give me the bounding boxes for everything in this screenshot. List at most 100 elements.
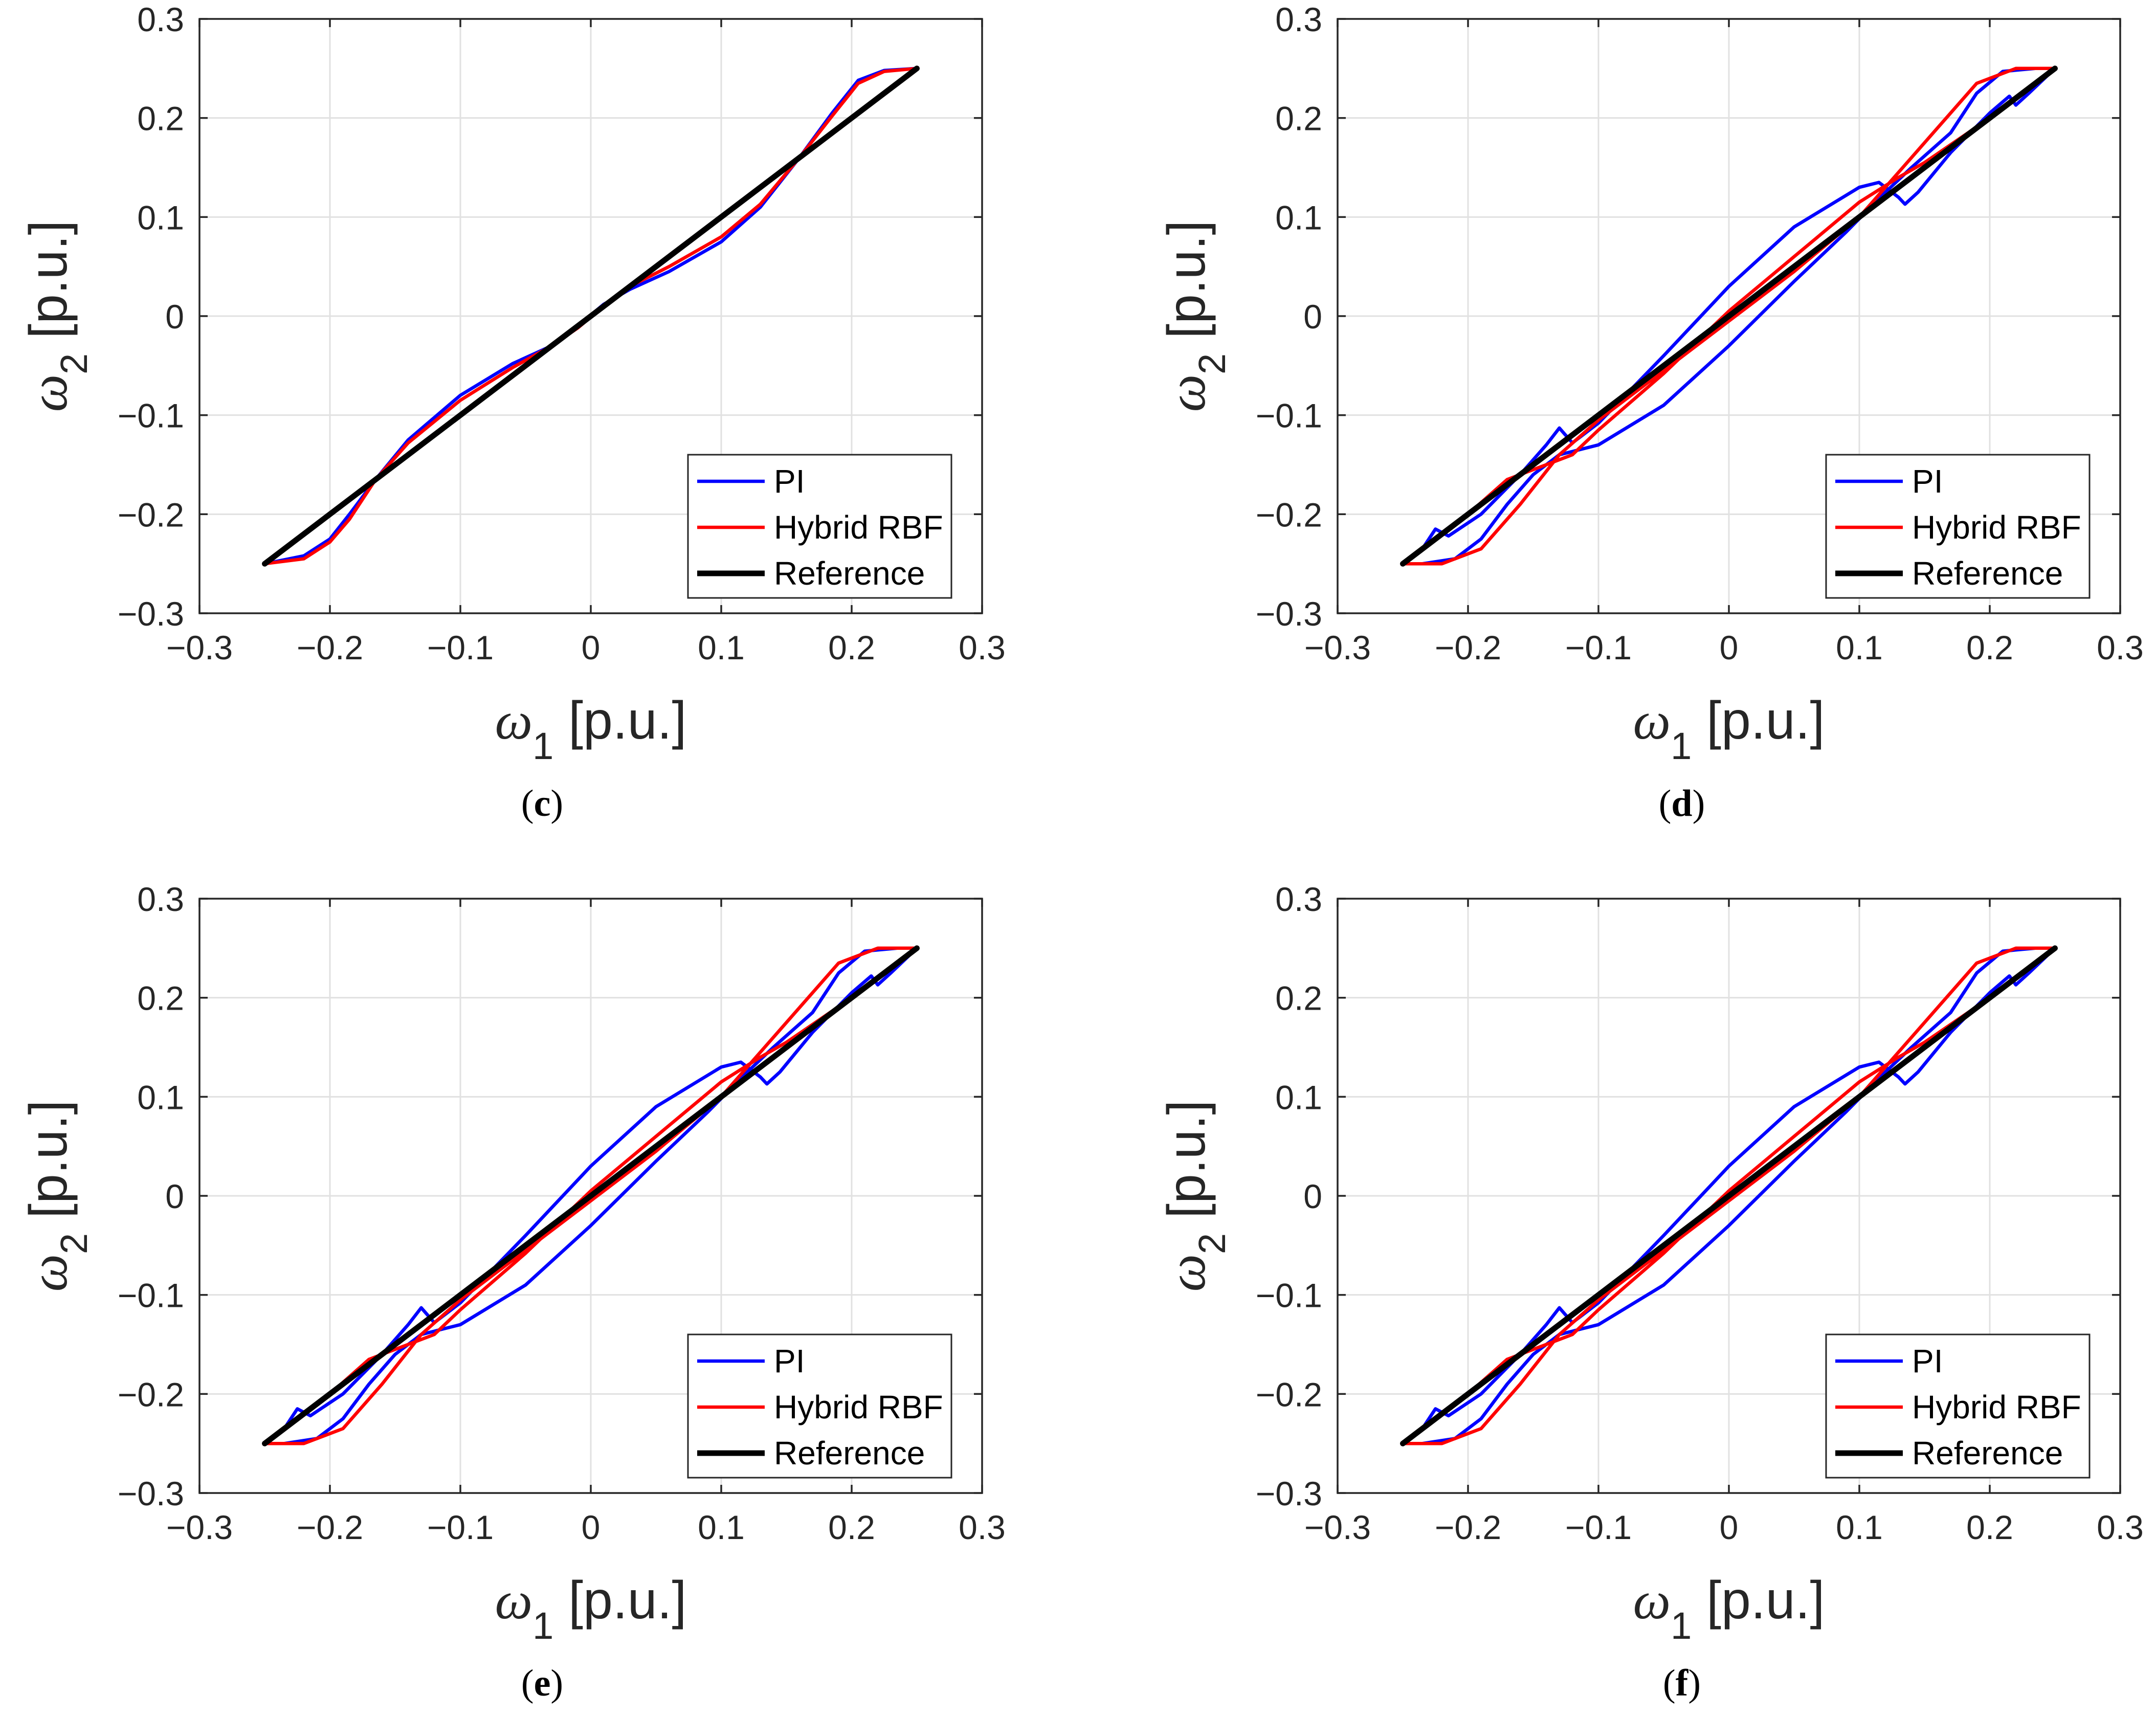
x-axis-label: ω1 [p.u.] (495, 1571, 687, 1647)
panel-c: −0.3 −0.2 −0.1 0 0.1 0.2 0.3 −0.3 −0.2 −0.1 0 0.1 0.… (19, 1, 1006, 825)
y-tick-label: 0.2 (137, 979, 184, 1017)
series-line-reference (262, 65, 920, 567)
y-tick-label: 0.1 (137, 1078, 184, 1116)
y-tick-label: 0.1 (1275, 198, 1322, 236)
legend-label: PI (774, 463, 805, 500)
y-tick-label: 0.2 (1275, 979, 1322, 1017)
series-group (262, 945, 920, 1446)
y-tick-label: 0.1 (137, 198, 184, 236)
panel-f: −0.3 −0.2 −0.1 0 0.1 0.2 0.3 −0.3 −0.2 −0.1 0 0.1 0.… (1157, 880, 2144, 1704)
panel-caption: (d) (1659, 783, 1705, 825)
x-tick-label: −0.1 (427, 629, 494, 666)
y-tick-label: −0.2 (118, 1375, 184, 1413)
x-tick-label: −0.2 (297, 629, 363, 666)
y-axis-label: ω2 [p.u.] (19, 1100, 95, 1292)
series-line-reference (262, 945, 920, 1446)
y-axis-label: ω2 [p.u.] (1157, 1100, 1233, 1292)
x-tick-label: 0.3 (959, 1508, 1006, 1546)
legend-label: Reference (774, 1435, 925, 1472)
series-line-reference (1400, 945, 2058, 1446)
series-line-hybrid-rbf (1401, 66, 2057, 566)
y-axis-label: ω2 [p.u.] (1157, 220, 1233, 412)
x-tick-label: 0 (582, 1508, 601, 1546)
legend-label: PI (774, 1343, 805, 1379)
y-tick-label: 0.2 (137, 100, 184, 138)
legend: PI Hybrid RBF Reference (687, 1333, 952, 1479)
x-axis-label: ω1 [p.u.] (1633, 691, 1825, 767)
series-group (1400, 65, 2058, 567)
panel-d: −0.3 −0.2 −0.1 0 0.1 0.2 0.3 −0.3 −0.2 −0.1 0 0.1 0.… (1157, 1, 2144, 825)
y-tick-label: −0.1 (118, 1277, 184, 1315)
x-tick-label: −0.3 (166, 629, 233, 666)
y-tick-label: −0.1 (1256, 397, 1322, 435)
y-tick-label: 0.2 (1275, 100, 1322, 138)
x-tick-label: 0 (1720, 1508, 1739, 1546)
x-tick-label: −0.1 (1565, 1508, 1632, 1546)
legend-label: PI (1912, 1343, 1943, 1379)
y-tick-label: −0.2 (1256, 1375, 1322, 1413)
series-line-hybrid-rbf (1401, 946, 2057, 1445)
panel-caption: (e) (521, 1662, 563, 1704)
x-tick-label: 0.2 (1966, 1508, 2013, 1546)
legend-label: PI (1912, 463, 1943, 500)
x-tick-label: 0.3 (2097, 629, 2144, 666)
y-tick-label: 0.3 (137, 1, 184, 38)
y-tick-label: 0.3 (1275, 880, 1322, 918)
panel-e: −0.3 −0.2 −0.1 0 0.1 0.2 0.3 −0.3 −0.2 −0.1 0 0.1 0.… (19, 880, 1006, 1704)
y-tick-label: −0.3 (1256, 1475, 1322, 1512)
x-tick-label: 0.1 (1836, 629, 1883, 666)
x-tick-label: −0.2 (1435, 629, 1501, 666)
legend: PI Hybrid RBF Reference (687, 454, 952, 599)
y-tick-label: 0 (165, 1177, 184, 1215)
y-tick-label: 0 (165, 298, 184, 336)
x-tick-label: 0.2 (828, 1508, 875, 1546)
y-tick-label: 0.1 (1275, 1078, 1322, 1116)
series-group (262, 65, 920, 567)
x-axis-label: ω1 [p.u.] (1633, 1571, 1825, 1647)
y-tick-label: −0.1 (118, 397, 184, 435)
x-tick-label: 0.2 (1966, 629, 2013, 666)
legend-label: Hybrid RBF (1912, 1389, 2081, 1426)
x-tick-label: 0.1 (698, 1508, 745, 1546)
x-tick-label: 0.1 (698, 629, 745, 666)
x-tick-label: 0 (582, 629, 601, 666)
legend: PI Hybrid RBF Reference (1825, 1333, 2091, 1479)
x-tick-label: −0.3 (1304, 629, 1371, 666)
x-tick-label: −0.3 (166, 1508, 233, 1546)
x-tick-label: −0.3 (1304, 1508, 1371, 1546)
x-tick-label: 0 (1720, 629, 1739, 666)
legend-label: Hybrid RBF (1912, 509, 2081, 546)
x-axis-label: ω1 [p.u.] (495, 691, 687, 767)
x-tick-label: 0.3 (959, 629, 1006, 666)
y-tick-label: −0.3 (118, 595, 184, 633)
legend-label: Reference (774, 555, 925, 592)
y-tick-label: 0.3 (1275, 1, 1322, 38)
y-tick-label: 0.3 (137, 880, 184, 918)
y-tick-label: 0 (1303, 298, 1322, 336)
x-tick-label: −0.1 (427, 1508, 494, 1546)
y-tick-label: 0 (1303, 1177, 1322, 1215)
series-line-hybrid-rbf (263, 946, 919, 1445)
legend: PI Hybrid RBF Reference (1825, 454, 2091, 599)
legend-label: Reference (1912, 1435, 2063, 1472)
legend-label: Hybrid RBF (774, 509, 943, 546)
x-tick-label: 0.3 (2097, 1508, 2144, 1546)
legend-label: Hybrid RBF (774, 1389, 943, 1426)
x-tick-label: 0.2 (828, 629, 875, 666)
legend-label: Reference (1912, 555, 2063, 592)
series-line-reference (1400, 65, 2058, 567)
series-group (1400, 945, 2058, 1446)
y-tick-label: −0.3 (1256, 595, 1322, 633)
x-tick-label: −0.2 (297, 1508, 363, 1546)
x-tick-label: 0.1 (1836, 1508, 1883, 1546)
x-tick-label: −0.1 (1565, 629, 1632, 666)
panel-caption: (f) (1663, 1662, 1701, 1704)
y-axis-label: ω2 [p.u.] (19, 220, 95, 412)
y-tick-label: −0.1 (1256, 1277, 1322, 1315)
y-tick-label: −0.3 (118, 1475, 184, 1512)
panel-caption: (c) (521, 783, 563, 825)
y-tick-label: −0.2 (1256, 496, 1322, 533)
y-tick-label: −0.2 (118, 496, 184, 533)
